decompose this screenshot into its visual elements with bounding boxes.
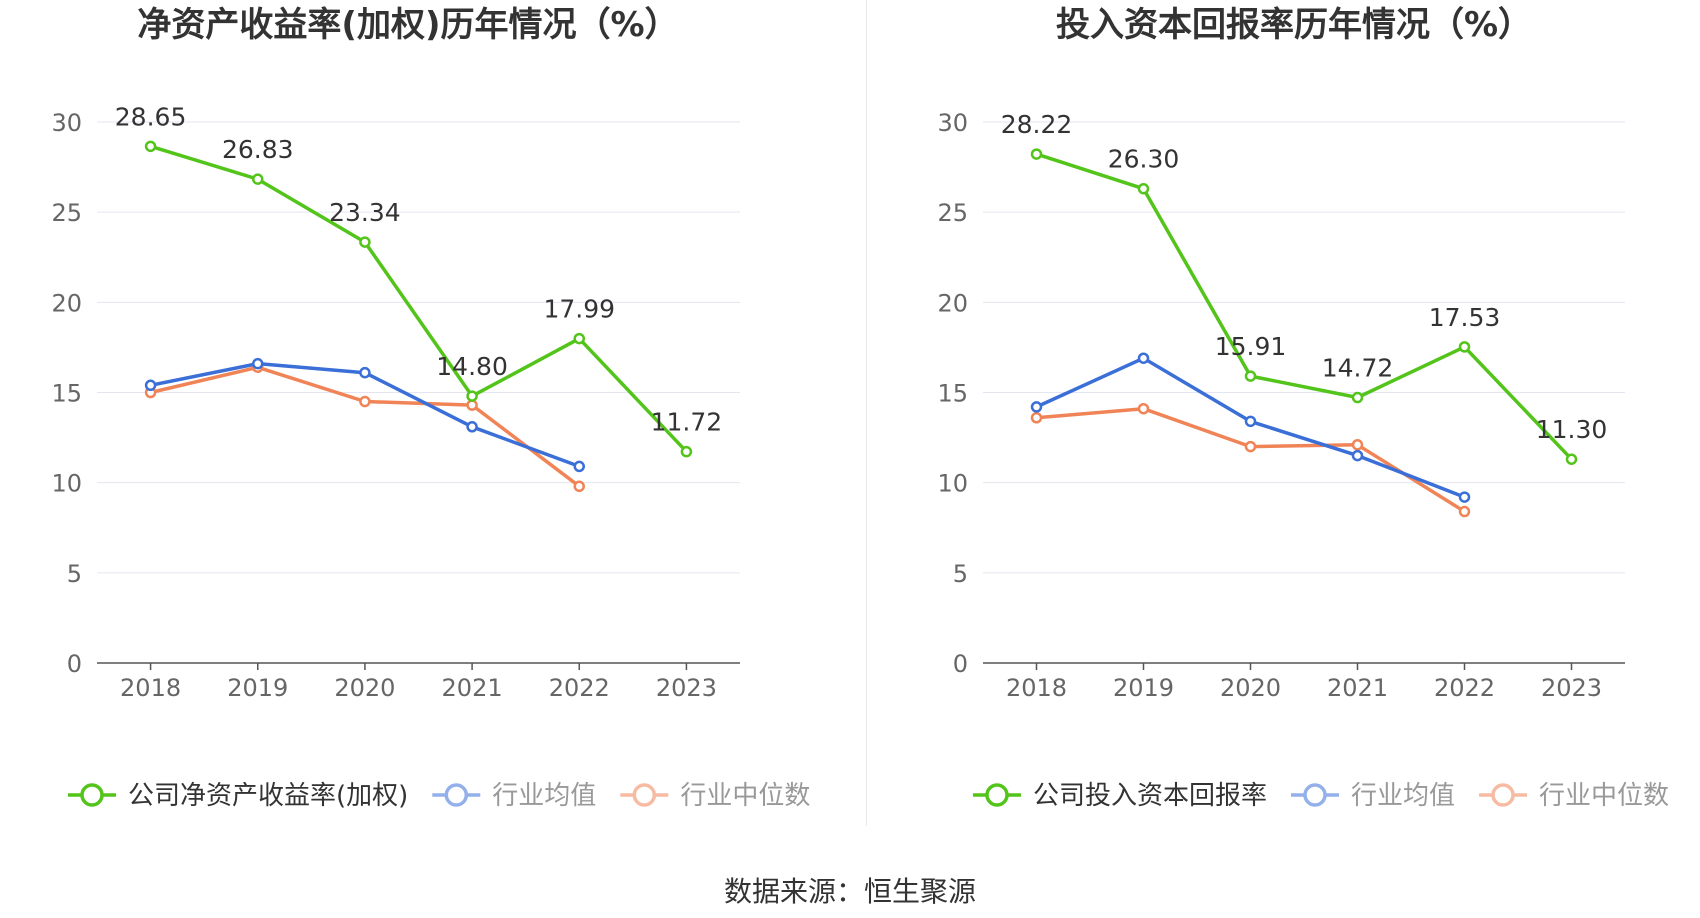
chart2-y-tick-label: 25	[937, 199, 968, 227]
chart1-series-2-point	[144, 379, 157, 392]
chart1-data-label: 17.99	[543, 295, 615, 324]
chart1-legend-label: 行业中位数	[680, 781, 810, 811]
chart2-legend-swatch-marker	[1491, 783, 1515, 807]
chart1-legend-swatch-marker	[80, 783, 104, 807]
chart1-series-3-point	[466, 399, 478, 411]
chart2-series-3-point	[1030, 411, 1043, 424]
data-source-note: 数据来源：恒生聚源	[723, 875, 976, 908]
chart2-series-2-point	[1351, 449, 1364, 462]
chart1-series-3-point	[573, 480, 585, 493]
chart1-data-label: 11.72	[651, 408, 723, 437]
chart2-data-label: 11.30	[1536, 415, 1608, 444]
chart2-y-tick-label: 5	[953, 560, 968, 588]
chart2-y-tick-label: 0	[953, 650, 968, 678]
chart2-series-2-point	[1030, 401, 1043, 413]
chart2-y-tick-label: 15	[937, 380, 968, 408]
chart1-legend-label: 公司净资产收益率(加权)	[128, 781, 408, 811]
chart2-data-label: 28.22	[1001, 110, 1073, 139]
chart2-x-tick-label: 2020	[1220, 674, 1281, 702]
chart1-series-1-line	[150, 144, 688, 453]
chart2-y-tick-label: 10	[937, 470, 968, 498]
chart2-series-1-point	[1351, 391, 1364, 404]
chart2-series-3-point	[1458, 505, 1471, 518]
chart1-series-2-point	[466, 421, 478, 433]
chart1-series-3-line	[150, 365, 581, 488]
chart2-series-1-point	[1030, 148, 1043, 160]
chart2-series-1-point	[1458, 341, 1471, 353]
chart1-series-1-point	[680, 445, 693, 458]
chart2-data-label: 26.30	[1108, 145, 1180, 174]
chart2-series-3-point	[1137, 402, 1150, 415]
chart1-x-tick-label: 2019	[227, 674, 288, 702]
chart1-x-tick-label: 2018	[120, 674, 181, 702]
chart2-x-tick-label: 2021	[1327, 674, 1388, 702]
chart1-legend-swatch-marker	[632, 783, 657, 807]
chart1-y-tick-label: 25	[51, 199, 82, 227]
chart1-y-tick-label: 10	[51, 470, 82, 498]
chart2-title: 投入资本回报率历年情况（%）	[1056, 5, 1532, 45]
chart2-series-3-point	[1244, 440, 1257, 453]
chart1-series-1-point	[466, 390, 478, 402]
chart2-series-2-point	[1244, 415, 1257, 428]
chart1-legend-swatch-marker	[444, 783, 469, 807]
chart1-y-tick-label: 0	[67, 650, 82, 678]
chart1-series-3-point	[359, 395, 371, 408]
chart1-series-1-point	[252, 173, 264, 185]
chart2-y-tick-label: 20	[937, 289, 968, 317]
chart1-data-label: 14.80	[436, 352, 508, 381]
chart1-y-tick-label: 5	[67, 560, 82, 588]
chart1-x-tick-label: 2022	[549, 674, 610, 702]
chart2-legend-swatch-marker	[985, 783, 1009, 807]
chart1-data-label: 23.34	[329, 198, 401, 227]
chart1-series-2-point	[359, 366, 371, 379]
chart2-series-1-point	[1244, 370, 1257, 382]
chart2-legend-label: 公司投入资本回报率	[1033, 781, 1267, 811]
chart2-legend-swatch-marker	[1303, 783, 1327, 807]
chart1-title: 净资产收益率(加权)历年情况（%）	[137, 5, 678, 45]
chart2-legend-label: 行业中位数	[1539, 781, 1669, 811]
chart2-y-tick-label: 30	[937, 109, 968, 137]
chart1-x-tick-label: 2023	[656, 674, 717, 702]
chart1-y-tick-label: 30	[51, 109, 82, 137]
panel-divider	[866, 0, 867, 826]
chart1-data-label: 26.83	[222, 135, 294, 164]
chart2-x-tick-label: 2018	[1006, 674, 1067, 702]
chart1-legend-label: 行业均值	[492, 781, 596, 811]
chart1-x-tick-label: 2021	[442, 674, 503, 702]
chart2-legend-label: 行业均值	[1351, 781, 1455, 811]
chart1-y-tick-label: 15	[51, 380, 82, 408]
chart2-x-tick-label: 2022	[1434, 674, 1495, 702]
chart1-series-1-point	[359, 236, 371, 248]
chart1-x-tick-label: 2020	[334, 674, 395, 702]
chart2-x-tick-label: 2019	[1113, 674, 1174, 702]
chart1-series-1-point	[144, 140, 157, 153]
chart2-data-label: 14.72	[1322, 354, 1394, 383]
chart2-series-1-line	[1035, 152, 1573, 461]
chart1-data-label: 28.65	[115, 102, 187, 131]
chart2-x-tick-label: 2023	[1541, 674, 1602, 702]
chart1-series-2-point	[252, 357, 264, 370]
chart1-series-1-point	[573, 332, 585, 345]
chart1-series-2-point	[573, 460, 585, 473]
chart2-series-1-point	[1137, 182, 1150, 195]
chart1-y-tick-label: 20	[51, 289, 82, 317]
chart2-series-2-point	[1137, 352, 1150, 364]
chart2-series-2-point	[1458, 491, 1471, 503]
chart2-data-label: 17.53	[1429, 303, 1501, 332]
chart2-series-3-point	[1351, 439, 1364, 451]
chart2-series-1-point	[1565, 453, 1578, 465]
chart2-data-label: 15.91	[1215, 332, 1287, 361]
